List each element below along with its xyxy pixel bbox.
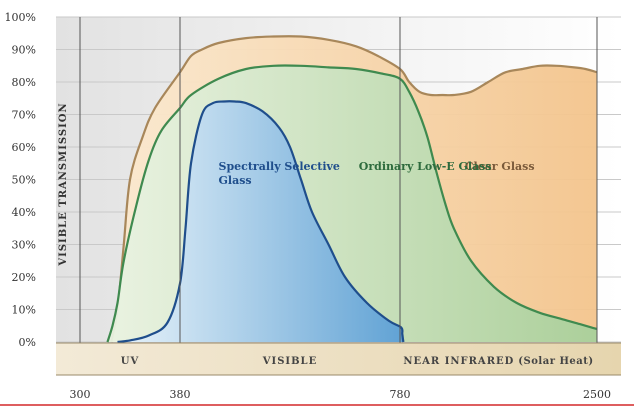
x-tick-label: 780 [390, 388, 411, 401]
series-label: Ordinary Low-E Glass [359, 160, 492, 173]
region-label: UV [121, 356, 139, 367]
y-tick-label: 40% [12, 206, 36, 219]
region-band [56, 343, 621, 375]
series-label: Spectrally Selective Glass [219, 160, 340, 187]
y-tick-label: 30% [12, 239, 36, 252]
y-tick-labels: 0% 10% 20% 30% 40% 50% 60% 70% 80% 90% 100% [5, 11, 36, 349]
y-tick-label: 90% [12, 44, 36, 57]
series-line-clear-glass [110, 35, 598, 343]
region-label: VISIBLE [262, 356, 317, 367]
y-tick-label: 100% [5, 11, 36, 24]
series-line-ordinary-low-e-glass [106, 64, 598, 343]
series-label: Clear Glass [465, 160, 535, 173]
series-area-spectrally-selective-glass [117, 101, 404, 342]
region-dividers [79, 17, 598, 375]
region-labels: UV VISIBLE NEAR INFRARED (Solar Heat) [121, 356, 593, 367]
series-label-line: Glass [219, 174, 252, 187]
series-label-line: Spectrally Selective [219, 160, 340, 173]
y-tick-label: 60% [12, 141, 36, 154]
y-axis-label: VISIBLE TRANSMISSION [58, 102, 69, 266]
region-label-extra: (Solar Heat) [518, 356, 593, 367]
y-tick-label: 0% [19, 336, 36, 349]
y-tick-label: 70% [12, 109, 36, 122]
y-tick-label: 10% [12, 304, 36, 317]
series-areas [106, 35, 598, 344]
x-tick-label: 2500 [583, 388, 611, 401]
x-tick-label: 380 [170, 388, 191, 401]
y-tick-label: 80% [12, 76, 36, 89]
x-tick-labels: 300 380 780 2500 [70, 388, 612, 401]
y-tick-label: 50% [12, 174, 36, 187]
y-tick-label: 20% [12, 271, 36, 284]
region-label: NEAR INFRARED (Solar Heat) [403, 356, 593, 367]
x-tick-label: 300 [70, 388, 91, 401]
